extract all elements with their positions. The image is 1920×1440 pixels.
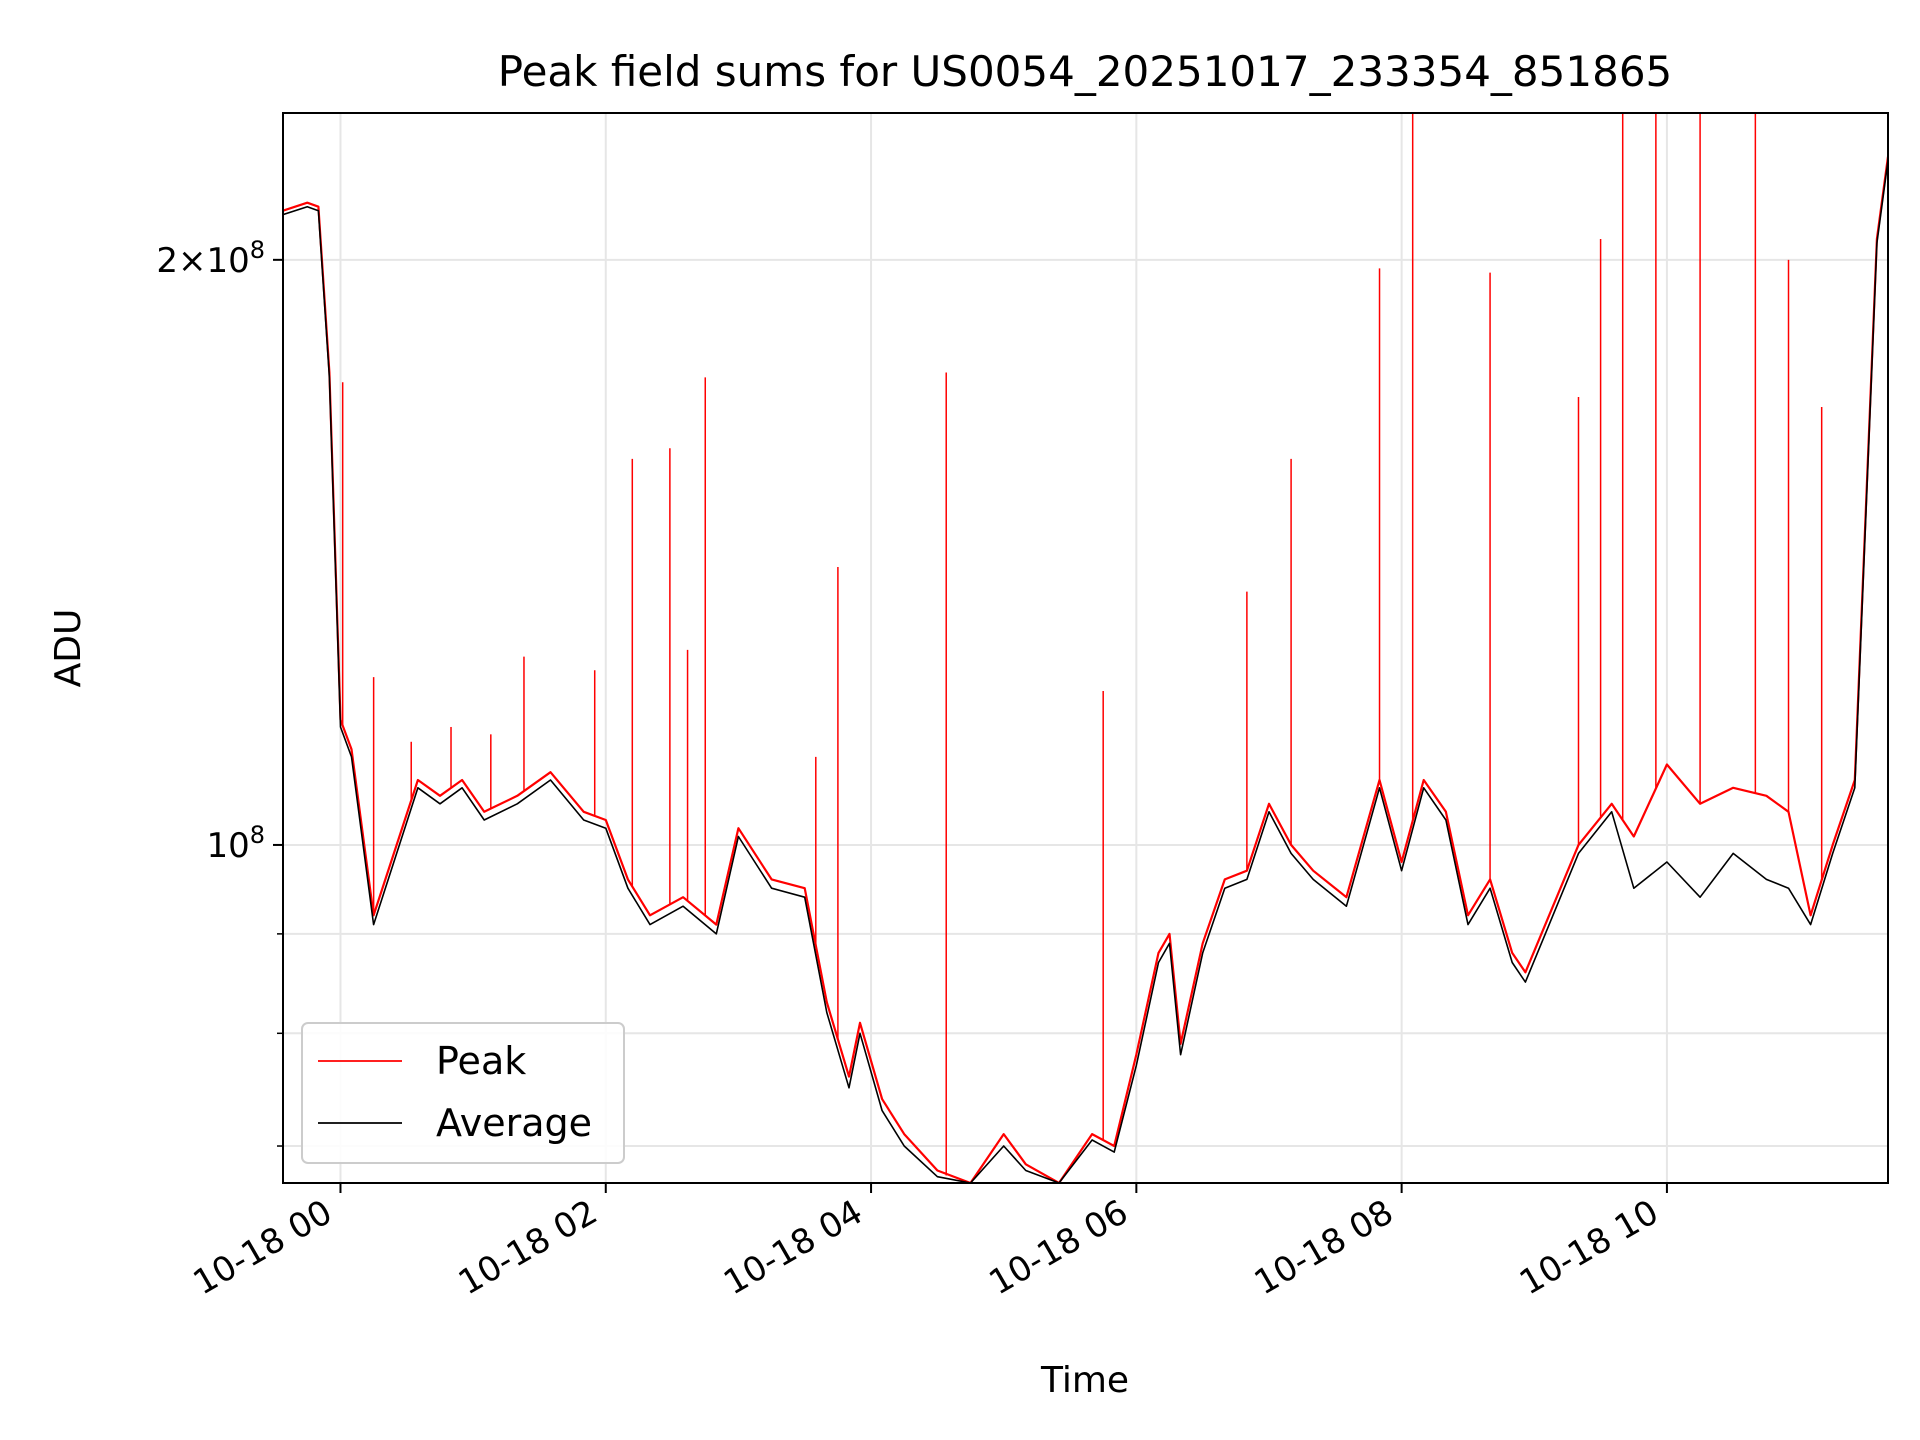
- legend-box: [301, 1022, 625, 1164]
- series-peak: [283, 113, 1888, 1183]
- series-line-average: [283, 160, 1888, 1183]
- series-line-peak: [283, 156, 1888, 1183]
- legend: Peak Average: [301, 1022, 625, 1164]
- plot-frame: [282, 112, 1889, 1184]
- legend-label-peak: Peak: [436, 1039, 526, 1083]
- plot-lines: [283, 113, 1888, 1183]
- y-tick-label: 108: [206, 821, 265, 866]
- legend-label-average: Average: [436, 1101, 592, 1145]
- series-average: [283, 160, 1888, 1183]
- chart-title: Peak field sums for US0054_20251017_2333…: [498, 47, 1673, 96]
- y-axis: 108 2×108: [156, 236, 283, 1147]
- y-tick-label: 2×108: [156, 236, 265, 281]
- x-axis-label: Time: [1040, 1360, 1129, 1401]
- y-axis-label: ADU: [48, 609, 89, 688]
